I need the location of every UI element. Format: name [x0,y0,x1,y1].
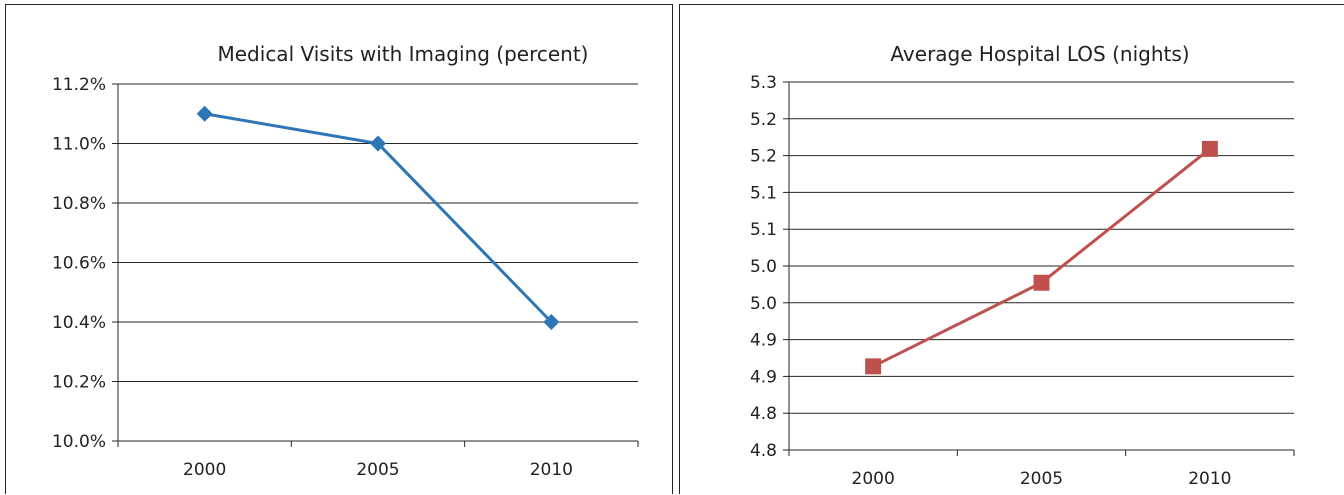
y-tick-label: 11.2% [52,75,106,95]
x-tick-label: 2010 [1188,469,1231,489]
x-tick-label: 2000 [852,469,895,489]
chart-panel-los: Average Hospital LOS (nights) 4.8 4.8 4.9 4… [679,4,1344,494]
y-tick-label: 10.8% [52,194,106,214]
chart-title: Average Hospital LOS (nights) [890,42,1189,66]
y-tick-label: 5.2 [750,110,777,130]
y-tick-label: 5.0 [750,294,777,314]
y-tick-label: 10.6% [52,254,106,274]
y-tick-label: 4.8 [750,404,777,424]
imaging-chart-svg: Medical Visits with Imaging (percent) 10… [52,42,639,480]
los-chart-svg: Average Hospital LOS (nights) 4.8 4.8 4.9 4… [750,42,1295,489]
y-tick-label: 5.3 [750,73,777,93]
y-tick-label: 10.2% [52,373,106,393]
x-tick-label: 2010 [530,460,573,480]
data-point-marker [865,358,882,375]
series-line [872,147,1211,368]
y-tick-label: 5.1 [750,220,777,240]
data-point-marker [543,314,560,330]
y-tick-label: 5.2 [750,147,777,167]
y-tick-label: 4.8 [750,441,777,461]
y-tick-label: 4.9 [750,331,777,351]
data-point-marker [1201,140,1218,157]
y-tick-label: 10.0% [52,432,106,452]
data-point-marker [1033,274,1050,291]
y-tick-label: 4.9 [750,367,777,387]
chart-panel-imaging: Medical Visits with Imaging (percent) 10… [5,4,673,494]
y-tick-label: 5.0 [750,257,777,277]
x-tick-label: 2005 [1020,469,1063,489]
data-point-marker [370,135,386,152]
x-tick-label: 2000 [183,460,226,480]
data-point-marker [196,105,213,122]
y-tick-label: 11.0% [52,135,106,155]
x-tick-label: 2005 [356,460,399,480]
y-tick-label: 10.4% [52,313,106,333]
y-tick-label: 5.1 [750,183,777,203]
chart-title: Medical Visits with Imaging (percent) [218,42,589,66]
